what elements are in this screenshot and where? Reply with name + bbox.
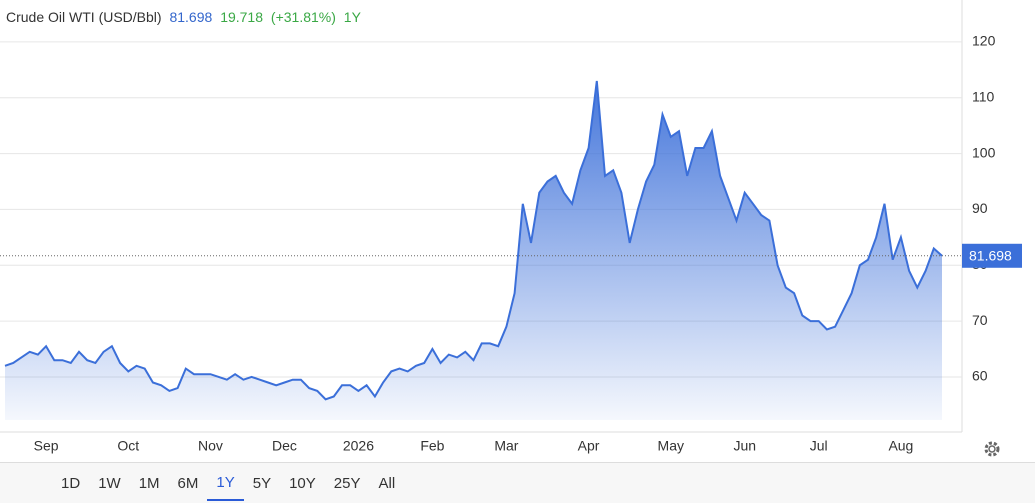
range-button[interactable]: All — [378, 474, 396, 492]
period: 1Y — [344, 9, 362, 25]
last-value-label: 81.698 — [969, 247, 1012, 263]
y-tick-label: 100 — [972, 144, 996, 160]
range-button[interactable]: 1M — [138, 474, 160, 492]
range-button[interactable]: 1W — [98, 474, 121, 492]
y-tick-label: 90 — [972, 200, 988, 216]
x-tick-label: Dec — [272, 438, 297, 454]
x-tick-label: May — [658, 438, 684, 454]
chart: Crude Oil WTI (USD/Bbl) 81.698 19.718 (+… — [0, 0, 1022, 457]
x-tick-label: Jun — [733, 438, 756, 454]
x-tick-label: Mar — [494, 438, 518, 454]
range-bar: 1D 1W 1M 6M 1Y 5Y 10Y 25Y All — [0, 462, 1035, 503]
range-button[interactable]: 1D — [61, 474, 81, 492]
range-button[interactable]: 25Y — [333, 474, 361, 492]
y-tick-label: 120 — [972, 33, 996, 49]
last-value-box — [962, 243, 1022, 268]
change-pct: (+31.81%) — [271, 9, 336, 25]
change: 19.718 — [220, 9, 263, 25]
range-button[interactable]: 1Y — [207, 466, 244, 501]
header: Crude Oil WTI (USD/Bbl) 81.698 19.718 (+… — [6, 9, 362, 25]
x-tick-label: Aug — [888, 438, 913, 454]
line — [4, 80, 943, 401]
x-tick-label: Jul — [810, 438, 828, 454]
x-tick-label: Nov — [198, 438, 223, 454]
x-tick-label: Apr — [578, 438, 600, 454]
y-tick-label: 60 — [972, 368, 988, 384]
price: 81.698 — [169, 9, 212, 25]
y-tick-label: 70 — [972, 312, 988, 328]
x-tick-label: Sep — [34, 438, 59, 454]
range-button[interactable]: 5Y — [252, 474, 272, 492]
x-tick-label: Feb — [420, 438, 444, 454]
x-tick-label: 2026 — [343, 438, 374, 454]
x-tick-label: Oct — [117, 438, 139, 454]
chart-title: Crude Oil WTI (USD/Bbl) — [6, 9, 162, 25]
y-tick-label: 110 — [972, 88, 995, 104]
settings-icon[interactable] — [984, 441, 1000, 457]
range-button[interactable]: 10Y — [289, 474, 316, 492]
range-button[interactable]: 6M — [177, 474, 199, 492]
area — [5, 81, 942, 420]
